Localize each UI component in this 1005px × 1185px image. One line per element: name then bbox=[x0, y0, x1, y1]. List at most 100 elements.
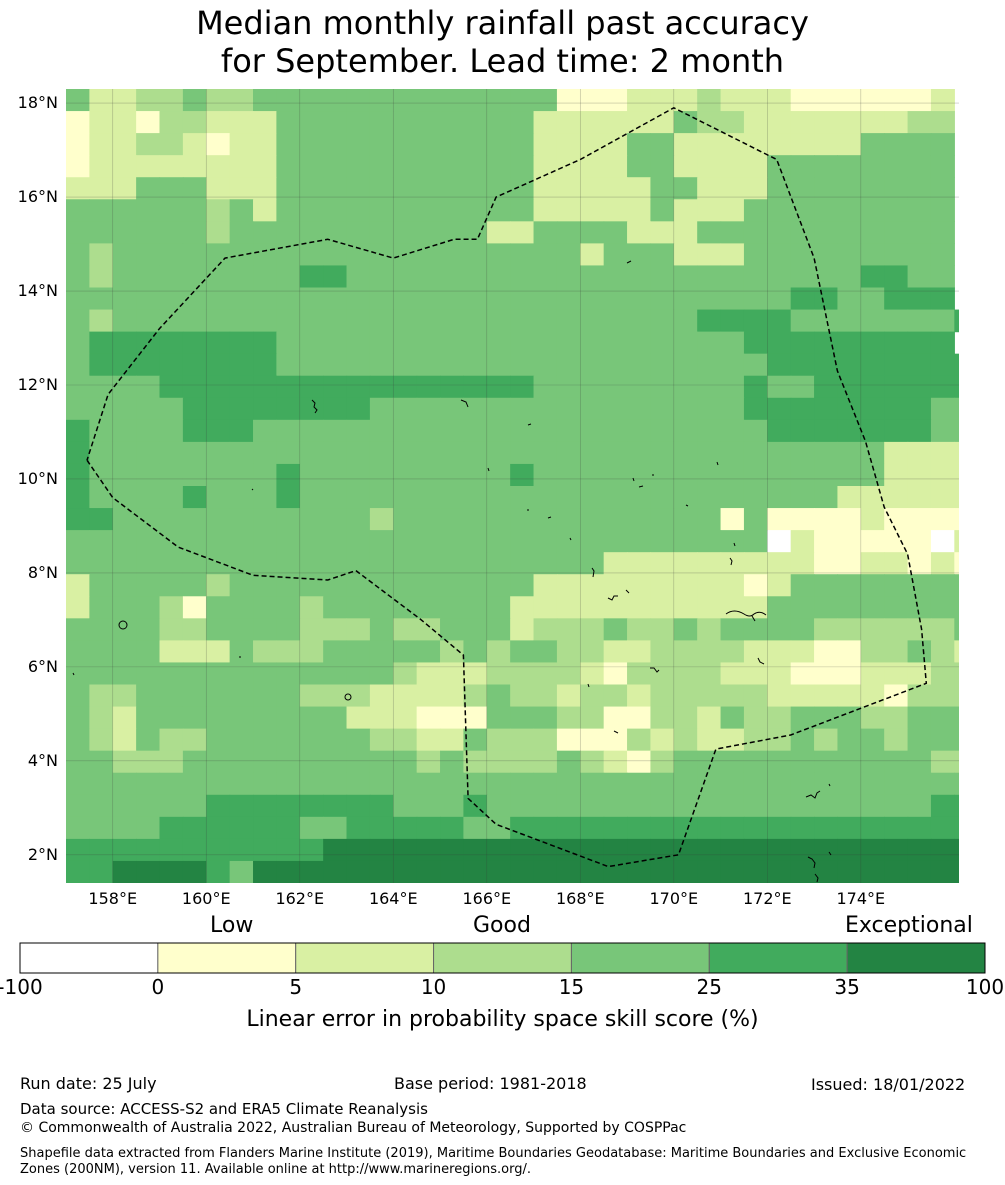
grid-cell bbox=[182, 662, 207, 686]
grid-cell bbox=[182, 816, 207, 840]
grid-cell bbox=[697, 750, 722, 774]
grid-cell bbox=[627, 265, 652, 289]
grid-cell bbox=[369, 574, 394, 597]
grid-cell bbox=[790, 750, 815, 774]
grid-cell bbox=[627, 772, 652, 796]
grid-cell bbox=[89, 662, 114, 686]
grid-cell bbox=[743, 794, 768, 818]
grid-cell bbox=[66, 265, 90, 289]
grid-cell bbox=[486, 706, 511, 730]
grid-cell bbox=[930, 243, 955, 267]
grid-cell bbox=[486, 243, 511, 267]
grid-cell bbox=[253, 397, 277, 421]
grid-cell bbox=[860, 375, 885, 399]
grid-cell bbox=[720, 640, 745, 664]
grid-cell bbox=[369, 199, 394, 222]
grid-cell bbox=[393, 155, 418, 178]
grid-cell bbox=[627, 618, 652, 641]
grid-cell bbox=[860, 662, 885, 686]
grid-cell bbox=[136, 265, 161, 289]
grid-cell bbox=[346, 816, 371, 840]
grid-cell bbox=[229, 530, 254, 553]
grid-cell bbox=[253, 706, 277, 730]
grid-cell bbox=[510, 750, 535, 774]
grid-cell bbox=[206, 640, 231, 664]
grid-cell bbox=[720, 177, 745, 200]
grid-cell bbox=[346, 574, 371, 597]
grid-cell bbox=[650, 309, 675, 333]
grid-cell bbox=[159, 199, 184, 222]
grid-cell bbox=[627, 860, 652, 883]
grid-cell bbox=[697, 309, 722, 333]
grid-cell bbox=[650, 353, 675, 377]
grid-cell bbox=[369, 772, 394, 796]
colorbar-tick-label: 0 bbox=[151, 975, 165, 999]
grid-cell bbox=[580, 89, 605, 112]
grid-cell bbox=[720, 221, 745, 244]
grid-cell bbox=[486, 397, 511, 421]
grid-cell bbox=[533, 419, 558, 443]
grid-cell bbox=[206, 397, 231, 421]
colorbar-tick-label: 100 bbox=[965, 975, 1005, 999]
grid-cell bbox=[323, 706, 348, 730]
grid-cell bbox=[556, 397, 581, 421]
grid-cell bbox=[206, 794, 231, 818]
grid-cell bbox=[299, 552, 324, 575]
grid-cell bbox=[206, 530, 231, 553]
grid-cell bbox=[860, 596, 885, 619]
grid-cell bbox=[323, 111, 348, 134]
grid-cell bbox=[720, 662, 745, 686]
grid-cell bbox=[136, 530, 161, 553]
grid-cell bbox=[346, 750, 371, 774]
grid-cell bbox=[837, 530, 862, 553]
grid-cell bbox=[510, 552, 535, 575]
grid-cell bbox=[814, 309, 839, 333]
colorbar-tick-label: 15 bbox=[558, 975, 585, 999]
grid-cell bbox=[159, 265, 184, 289]
grid-cell bbox=[860, 838, 885, 862]
grid-cell bbox=[159, 133, 184, 156]
grid-cell bbox=[440, 706, 465, 730]
grid-cell bbox=[276, 155, 301, 178]
grid-cell bbox=[206, 199, 231, 222]
grid-cell bbox=[206, 463, 231, 487]
grid-cell bbox=[930, 794, 955, 818]
grid-cell bbox=[907, 397, 932, 421]
grid-cell bbox=[182, 353, 207, 377]
grid-cell bbox=[299, 816, 324, 840]
grid-cell bbox=[440, 309, 465, 333]
grid-cell bbox=[206, 662, 231, 686]
grid-cell bbox=[182, 89, 207, 112]
grid-cell bbox=[253, 860, 277, 883]
grid-cell bbox=[346, 530, 371, 553]
grid-cell bbox=[416, 618, 441, 641]
grid-cell bbox=[229, 508, 254, 531]
grid-cell bbox=[673, 89, 698, 112]
grid-cell bbox=[323, 728, 348, 752]
grid-cell bbox=[486, 794, 511, 818]
grid-cell bbox=[743, 221, 768, 244]
grid-cell bbox=[510, 618, 535, 641]
grid-cell bbox=[1001, 795, 1005, 818]
grid-cell bbox=[673, 331, 698, 355]
grid-cell bbox=[954, 463, 959, 487]
grid-cell bbox=[159, 662, 184, 686]
grid-cell bbox=[463, 618, 488, 641]
grid-cell bbox=[276, 772, 301, 796]
grid-cell bbox=[650, 89, 675, 112]
grid-cell bbox=[814, 441, 839, 465]
grid-cell bbox=[416, 375, 441, 399]
grid-cell bbox=[369, 221, 394, 244]
grid-cell bbox=[907, 133, 932, 156]
grid-cell bbox=[112, 530, 137, 553]
grid-cell bbox=[650, 596, 675, 619]
grid-cell bbox=[743, 530, 768, 553]
grid-cell bbox=[884, 397, 909, 421]
grid-cell bbox=[299, 794, 324, 818]
grid-cell bbox=[276, 441, 301, 465]
grid-cell bbox=[323, 662, 348, 686]
grid-cell bbox=[159, 816, 184, 840]
grid-cell bbox=[837, 441, 862, 465]
grid-cell bbox=[978, 618, 1002, 641]
grid-cell bbox=[556, 728, 581, 752]
